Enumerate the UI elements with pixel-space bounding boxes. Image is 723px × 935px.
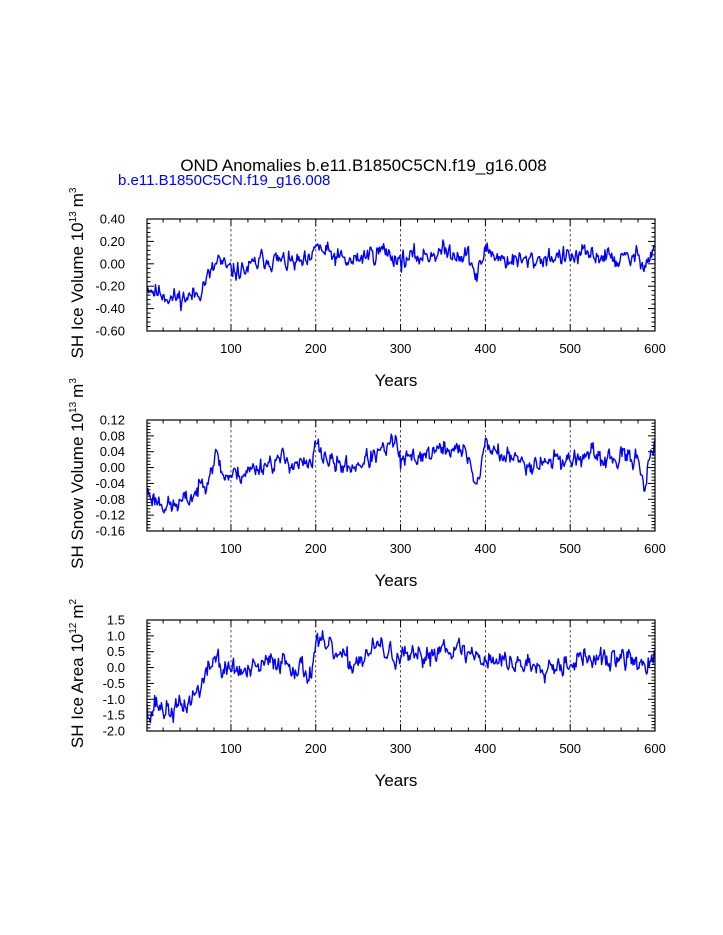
y-tick-label: 0.00 — [100, 256, 125, 271]
x-axis-label: Years — [375, 371, 418, 390]
y-tick-label: -0.5 — [103, 676, 125, 691]
chart-title: OND Anomalies b.e11.B1850C5CN.f19_g16.00… — [180, 156, 547, 175]
y-tick-label: -1.5 — [103, 708, 125, 723]
y-axis-label: SH Ice Area 1012 m2 — [68, 598, 87, 748]
x-tick-label: 300 — [390, 741, 412, 756]
ice-volume-panel: 100 200 300 400 500 600 Years -0.60 -0.40 -0.20 0.… — [68, 187, 666, 390]
y-tick-label: 0.04 — [100, 444, 125, 459]
snow-volume-series-line — [146, 433, 656, 514]
y-axis-label-unit-exponent: 2 — [68, 598, 79, 604]
y-tick-label: -0.60 — [95, 324, 125, 339]
y-tick-label: -1.0 — [103, 692, 125, 707]
x-tick-label: 500 — [559, 541, 581, 556]
x-tick-label: 600 — [644, 741, 666, 756]
y-axis-label-unit-exponent: 3 — [68, 187, 79, 193]
x-tick-label: 300 — [390, 541, 412, 556]
x-tick-label: 200 — [305, 741, 327, 756]
y-axis-label-base: SH Snow Volume 10 — [68, 413, 87, 569]
chart-subtitle: b.e11.B1850C5CN.f19_g16.008 — [118, 172, 331, 189]
ice-area-series-line — [146, 630, 656, 724]
x-tick-label: 600 — [644, 341, 666, 356]
x-tick-label: 500 — [559, 341, 581, 356]
y-tick-label: -0.12 — [95, 508, 125, 523]
x-tick-label: 300 — [390, 341, 412, 356]
x-tick-label: 200 — [305, 341, 327, 356]
y-axis-label: SH Snow Volume 1013 m3 — [68, 378, 87, 569]
y-axis-label-base: SH Ice Area 10 — [68, 634, 87, 748]
x-tick-label: 600 — [644, 541, 666, 556]
ice-area-panel: 100 200 300 400 500 600Years-2.0-1.5-1.0-0.50… — [68, 598, 666, 790]
y-tick-label: -0.08 — [95, 492, 125, 507]
x-tick-label: 100 — [220, 341, 242, 356]
y-axis-label-exponent: 13 — [68, 401, 79, 413]
plot-frame — [146, 218, 656, 332]
ice-volume-series-line — [146, 239, 656, 312]
y-tick-label: -0.04 — [95, 476, 125, 491]
x-tick-label: 200 — [305, 541, 327, 556]
y-tick-label: -0.20 — [95, 279, 125, 294]
x-tick-label: 400 — [475, 541, 497, 556]
x-tick-label: 500 — [559, 741, 581, 756]
y-tick-label: -2.0 — [103, 724, 125, 739]
y-axis-label-exponent: 12 — [68, 622, 79, 634]
x-tick-label: 100 — [220, 541, 242, 556]
y-tick-label: 1.5 — [107, 613, 125, 628]
y-tick-label: 0.5 — [107, 644, 125, 659]
y-tick-label: 0.00 — [100, 460, 125, 475]
y-tick-label: 0.0 — [107, 660, 125, 675]
x-tick-label: 400 — [475, 741, 497, 756]
y-tick-label: -0.16 — [95, 524, 125, 539]
y-tick-label: 0.08 — [100, 428, 125, 443]
y-tick-label: 0.12 — [100, 413, 125, 428]
y-tick-label: -0.40 — [95, 301, 125, 316]
snow-volume-panel: 100 200 300 400 500 600 Years -0.16-0.12-0.08-0… — [68, 378, 666, 590]
y-axis-label-base: SH Ice Volume 10 — [68, 222, 87, 358]
x-axis-label: Years — [375, 771, 418, 790]
y-axis-label-unit-exponent: 3 — [68, 378, 79, 384]
y-axis-label-unit: m — [68, 193, 87, 207]
y-axis-label-exponent: 13 — [68, 211, 79, 223]
y-axis-label: SH Ice Volume 1013 m3 — [68, 187, 87, 358]
y-axis-label-unit: m — [68, 384, 87, 398]
x-axis-label: Years — [375, 571, 418, 590]
y-tick-label: 0.20 — [100, 234, 125, 249]
x-tick-label: 100 — [220, 741, 242, 756]
y-tick-label: 1.0 — [107, 628, 125, 643]
y-tick-label: 0.40 — [100, 212, 125, 227]
y-axis-label-unit: m — [68, 604, 87, 618]
x-tick-label: 400 — [475, 341, 497, 356]
